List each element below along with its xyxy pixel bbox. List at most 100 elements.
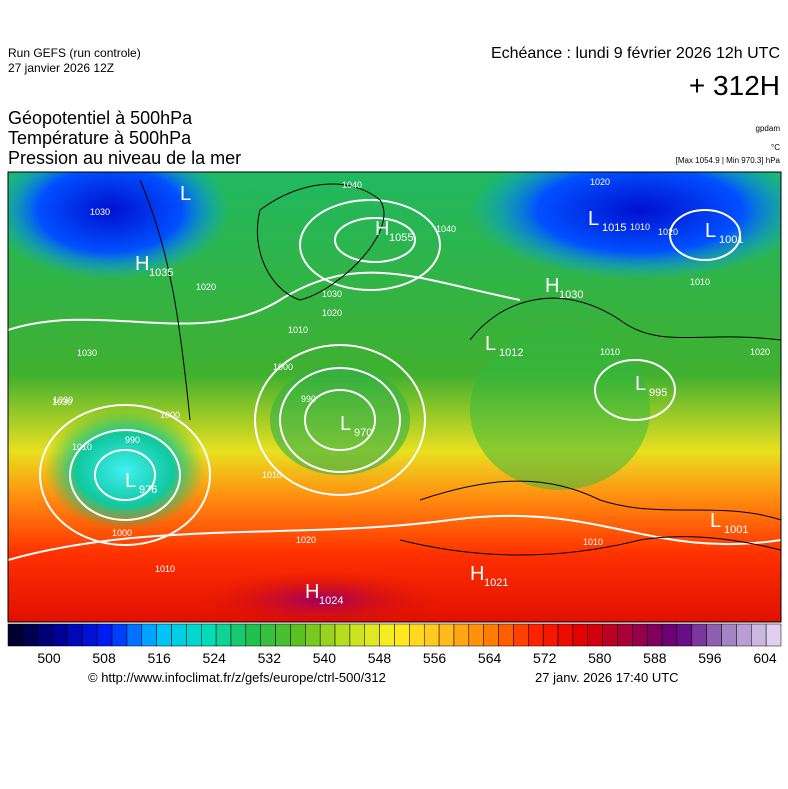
- colorbar-swatch: [67, 623, 83, 647]
- colorbar-tick-label: 524: [203, 650, 227, 666]
- center-letter: L: [340, 413, 351, 435]
- center-value: 995: [649, 387, 667, 399]
- isobar-label: 1010: [288, 325, 308, 335]
- isobar-label: 1010: [630, 222, 650, 232]
- isobar-label: 1030: [52, 397, 72, 407]
- unit: gpdam: [755, 124, 780, 133]
- center-letter: L: [705, 220, 716, 242]
- colorbar-tick-label: 540: [313, 650, 337, 666]
- center-value: 1001: [719, 234, 743, 246]
- colorbar-tick-label: 532: [258, 650, 282, 666]
- center-letter: H: [135, 253, 149, 275]
- colorbar-tick-label: 596: [698, 650, 722, 666]
- colorbar-swatch: [186, 623, 202, 647]
- colorbar-tick-label: 604: [753, 650, 777, 666]
- isobar-label: 1010: [155, 564, 175, 574]
- colorbar-swatch: [126, 623, 143, 647]
- colorbar-swatch: [691, 623, 707, 647]
- title: Géopotentiel à 500hPa: [8, 108, 193, 128]
- title: Température à 500hPa: [8, 128, 192, 148]
- colorbar-swatch: [22, 623, 38, 647]
- colorbar-swatch: [468, 623, 484, 647]
- colorbar-swatch: [751, 623, 767, 647]
- isobar-label: 1030: [322, 289, 342, 299]
- colorbar-swatch: [156, 623, 172, 647]
- unit: °C: [771, 143, 780, 152]
- colorbar-swatch: [676, 623, 693, 647]
- center-letter: H: [305, 581, 319, 603]
- colorbar-swatch: [305, 623, 321, 647]
- isobar-label: 1020: [322, 308, 342, 318]
- center-letter: L: [588, 208, 599, 230]
- isobar-label: 1010: [690, 277, 710, 287]
- map-field: [8, 172, 781, 622]
- isobar-label: 1030: [77, 348, 97, 358]
- center-value: 1012: [499, 347, 523, 359]
- center-letter: L: [635, 373, 646, 395]
- isobar-label: 1010: [583, 537, 603, 547]
- colorbar-swatch: [96, 623, 113, 647]
- colorbar-swatch: [438, 623, 455, 647]
- center-letter: L: [710, 510, 721, 532]
- center-letter: H: [545, 275, 559, 297]
- isobar-label: 1020: [296, 535, 316, 545]
- colorbar-swatch: [111, 623, 128, 647]
- map-frame: [7, 171, 782, 623]
- isobar-label: 1020: [590, 177, 610, 187]
- colorbar-swatch: [275, 623, 291, 647]
- isobar-label: 1000: [112, 528, 132, 538]
- colorbar-swatch: [736, 623, 752, 647]
- center-letter: L: [485, 333, 496, 355]
- center-value: 1030: [559, 289, 583, 301]
- colorbar-swatch: [409, 623, 425, 647]
- colorbar-tick-label: 564: [478, 650, 502, 666]
- colorbar-swatch: [230, 623, 247, 647]
- lead: + 312H: [688, 70, 780, 101]
- isobar-label: 1010: [72, 442, 92, 452]
- colorbar-swatch: [557, 623, 574, 647]
- colorbar-tick-label: 500: [37, 650, 61, 666]
- colorbar-tick-label: 588: [643, 650, 667, 666]
- colorbar-tick-label: 516: [147, 650, 171, 666]
- colorbar-swatch: [7, 623, 24, 647]
- center-value: 1035: [149, 267, 173, 279]
- isobar-label: 1030: [53, 395, 73, 405]
- isobar-label: 1000: [160, 410, 180, 420]
- isobar-label: 1020: [750, 347, 770, 357]
- colorbar-swatch: [349, 623, 366, 647]
- isobar-label: 1040: [436, 224, 456, 234]
- colorbar-swatch: [245, 623, 261, 647]
- colorbar-tick-label: 572: [533, 650, 557, 666]
- center-value: 1024: [319, 595, 343, 607]
- colorbar-tick-label: 556: [423, 650, 447, 666]
- center-letter: H: [470, 563, 484, 585]
- colorbar-swatch: [215, 623, 232, 647]
- colorbar-swatch: [379, 623, 395, 647]
- colorbar-swatch: [646, 623, 663, 647]
- colorbar-swatch: [364, 623, 380, 647]
- colorbar-swatch: [141, 623, 157, 647]
- echeance: Echéance : lundi 9 février 2026 12h UTC: [490, 45, 780, 62]
- colorbar-swatch: [334, 623, 351, 647]
- isobar-label: 1040: [342, 180, 362, 190]
- colorbar-swatch: [513, 623, 529, 647]
- colorbar-swatch: [394, 623, 410, 647]
- colorbar-swatch: [765, 623, 782, 647]
- colorbar-swatch: [423, 623, 440, 647]
- colorbar-tick-label: 508: [92, 650, 116, 666]
- colorbar-swatch: [171, 623, 187, 647]
- center-value: 1021: [484, 577, 508, 589]
- colorbar-swatch: [453, 623, 470, 647]
- colorbar-swatch: [37, 623, 53, 647]
- colorbar-swatch: [572, 623, 589, 647]
- unit: [Max 1054.9 | Min 970.3] hPa: [675, 156, 780, 165]
- colorbar-swatch: [542, 623, 559, 647]
- colorbar-swatch: [721, 623, 737, 647]
- isobar-label: 1020: [196, 282, 216, 292]
- center-value: 976: [139, 484, 157, 496]
- colorbar-swatch: [260, 623, 276, 647]
- isobar-label: 1020: [658, 227, 678, 237]
- colorbar-swatch: [82, 623, 98, 647]
- isobar-label: 990: [125, 435, 140, 445]
